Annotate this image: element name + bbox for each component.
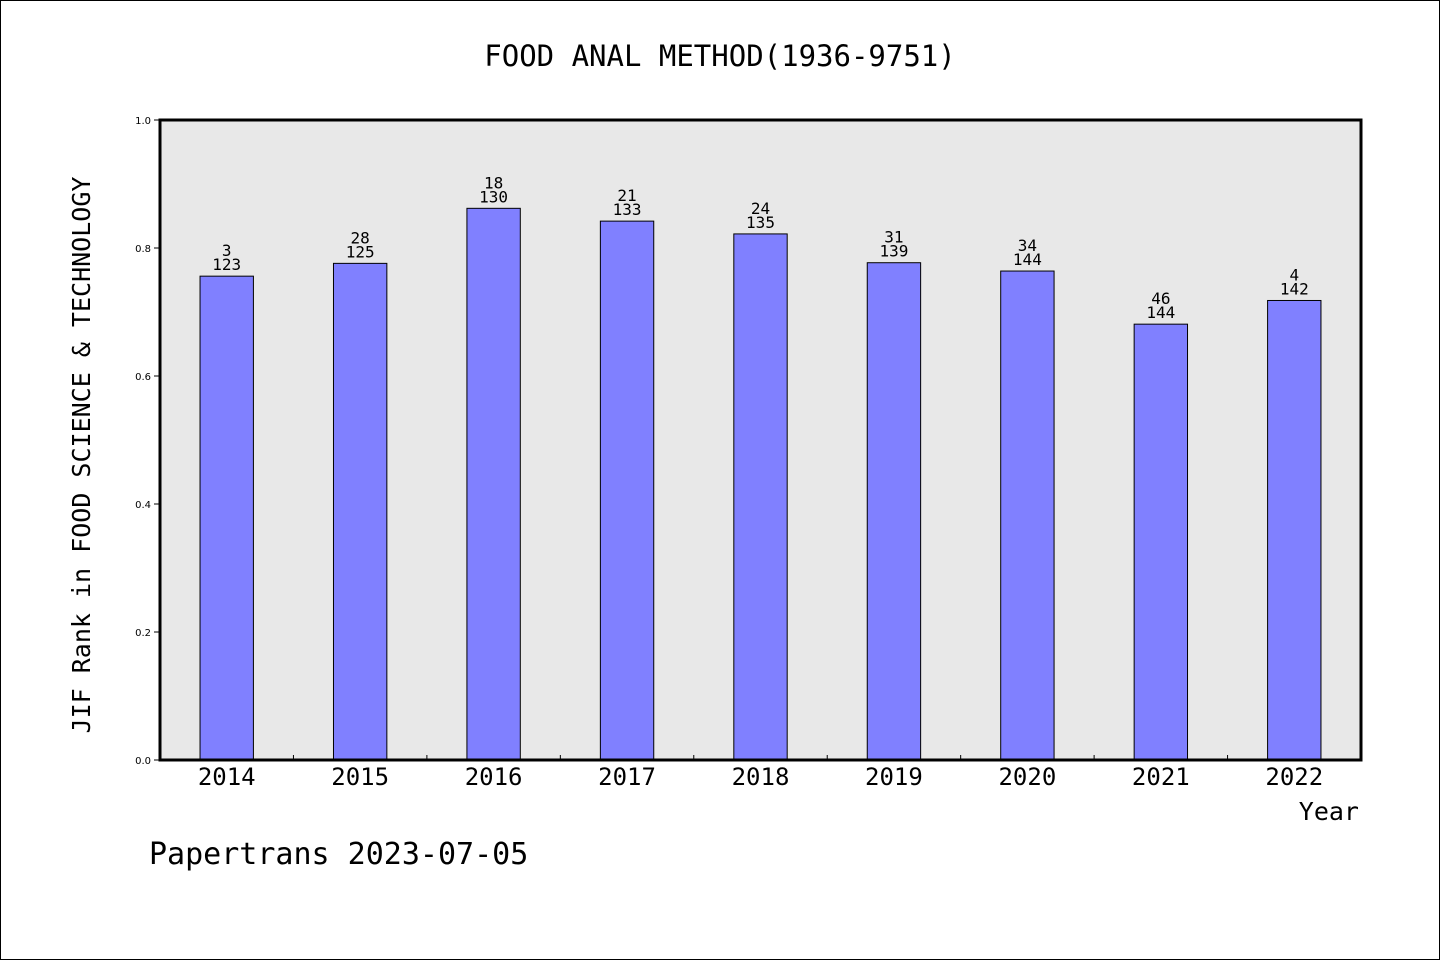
- bar-2019: [866, 262, 922, 761]
- watermark-text: Papertrans 2023-07-05: [149, 837, 528, 872]
- y-axis-label: JIF Rank in FOOD SCIENCE & TECHNOLOGY: [67, 177, 96, 734]
- bar-total-label: 130: [479, 187, 508, 206]
- y-axis: 0.0 0.2 0.4 0.6 0.8 1.0: [135, 116, 160, 767]
- plot-border: [158, 118, 1363, 762]
- x-tick-label: 2019: [865, 763, 923, 791]
- y-tick-label: 0.4: [135, 500, 151, 511]
- y-tick-label: 0.0: [135, 756, 151, 767]
- x-tick-label: 2022: [1265, 763, 1323, 791]
- x-tick-label: 2018: [732, 763, 790, 791]
- bar-2016: [466, 207, 521, 761]
- x-tick-label: 2017: [598, 763, 656, 791]
- bar-rank-label: 46: [1151, 289, 1170, 308]
- bar-rank-label: 31: [884, 228, 903, 247]
- bar-2015: [332, 262, 388, 761]
- y-tick-label: 0.2: [135, 628, 151, 639]
- bar-2014: [199, 275, 254, 761]
- bar-rank-label: 28: [351, 228, 370, 247]
- bar-2022: [1267, 299, 1322, 761]
- x-axis-label: Year: [1299, 797, 1359, 826]
- bar-rank-label: 4: [1289, 265, 1299, 284]
- bar-rank-label: 24: [751, 199, 770, 218]
- x-tick-label: 2014: [198, 763, 256, 791]
- y-tick-label: 1.0: [135, 116, 151, 127]
- bar-total-label: 125: [346, 242, 375, 261]
- x-tick-label: 2015: [331, 763, 389, 791]
- bar-rank-label: 34: [1018, 236, 1037, 255]
- y-tick-label: 0.6: [135, 372, 151, 383]
- bar-rank-label: 3: [222, 241, 232, 260]
- bar-2017: [599, 220, 655, 761]
- chart-title: FOOD ANAL METHOD(1936-9751): [484, 39, 955, 73]
- x-axis: 2014 2015 2016 2017 2018 2019 2020 2021 2022: [198, 755, 1323, 791]
- bar-total-label: 142: [1280, 279, 1309, 298]
- bar-2020: [1000, 270, 1055, 761]
- bar-total-label: 144: [1146, 303, 1175, 322]
- bar-2021: [1133, 323, 1189, 761]
- bar-total-label: 123: [212, 255, 241, 274]
- bar-total-label: 133: [613, 200, 642, 219]
- bar-rank-label: 21: [617, 186, 636, 205]
- x-tick-label: 2021: [1132, 763, 1190, 791]
- y-tick-label: 0.8: [135, 244, 151, 255]
- bar-rank-label: 18: [484, 173, 503, 192]
- bar-2018: [733, 233, 788, 761]
- bar-total-label: 135: [746, 213, 775, 232]
- x-tick-label: 2016: [465, 763, 523, 791]
- x-tick-label: 2020: [998, 763, 1056, 791]
- bar-total-label: 139: [879, 242, 908, 261]
- bar-total-label: 144: [1013, 250, 1042, 269]
